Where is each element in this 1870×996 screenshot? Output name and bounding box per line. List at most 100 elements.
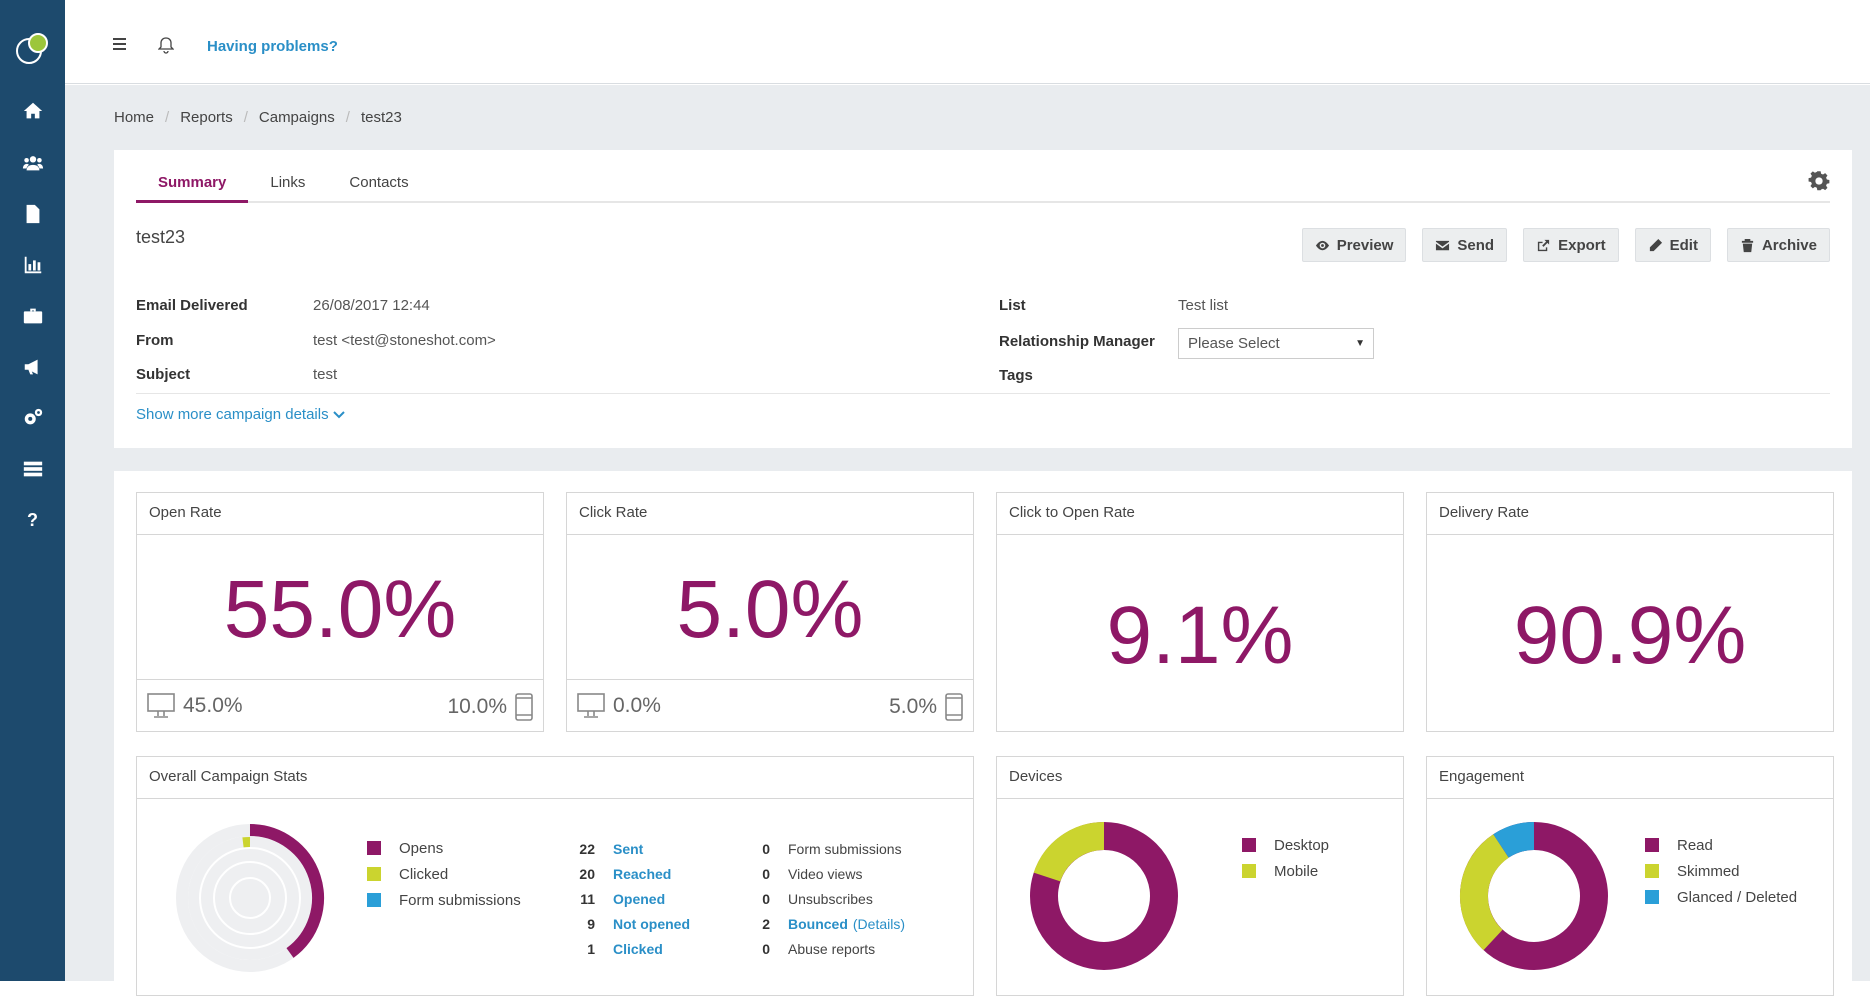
breadcrumb-campaigns[interactable]: Campaigns — [259, 109, 335, 126]
click-to-open-rate-value: 9.1% — [997, 589, 1403, 683]
legend-item: Desktop — [1242, 832, 1329, 858]
bar-chart-icon — [22, 254, 44, 276]
panel-title: Click to Open Rate — [997, 493, 1403, 535]
briefcase-icon — [22, 305, 44, 327]
engagement-legend: Read Skimmed Glanced / Deleted — [1645, 832, 1797, 910]
legend-item: Opens — [367, 835, 521, 861]
devices-donut-chart — [1029, 821, 1179, 971]
click-rate-panel: Click Rate 5.0% 0.0% 5.0% — [566, 492, 974, 732]
legend-item: Skimmed — [1645, 858, 1797, 884]
archive-button[interactable]: Archive — [1727, 228, 1830, 262]
document-icon — [22, 203, 44, 225]
from-label: From — [136, 332, 174, 349]
skimmed-slice — [1474, 846, 1501, 940]
nav-help[interactable]: ? — [0, 500, 65, 540]
tags-label: Tags — [999, 367, 1033, 384]
stats-card: Open Rate 55.0% 45.0% 10.0% Click Rate 5… — [114, 471, 1852, 991]
gear-icon[interactable] — [1808, 170, 1830, 192]
stat-link-reached[interactable]: Reached — [613, 866, 671, 882]
help-icon: ? — [27, 510, 38, 531]
preview-button[interactable]: Preview — [1302, 228, 1407, 262]
chevron-down-icon — [333, 410, 345, 420]
trash-icon — [1740, 238, 1755, 253]
panel-title: Engagement — [1427, 757, 1833, 799]
overall-stats-panel: Overall Campaign Stats Opens Clicked For… — [136, 756, 974, 996]
delivery-rate-panel: Delivery Rate 90.9% — [1426, 492, 1834, 732]
panel-title: Overall Campaign Stats — [137, 757, 973, 799]
action-buttons: Preview Send Export Edit Archive — [1302, 228, 1830, 262]
engagement-panel: Engagement Read Skimmed Glanced / Delete… — [1426, 756, 1834, 996]
envelope-icon — [1435, 238, 1450, 253]
stat-link-bounced[interactable]: Bounced — [788, 916, 848, 932]
cogs-icon — [22, 407, 44, 429]
edit-button[interactable]: Edit — [1635, 228, 1711, 262]
desktop-value: 45.0% — [183, 694, 243, 718]
pencil-icon — [1648, 238, 1663, 253]
show-more-details-link[interactable]: Show more campaign details — [136, 406, 345, 423]
stat-link-not-opened[interactable]: Not opened — [613, 916, 690, 932]
stat-link-clicked[interactable]: Clicked — [613, 941, 663, 957]
nav-documents[interactable] — [0, 194, 65, 234]
desktop-icon — [577, 693, 605, 719]
breadcrumb-reports[interactable]: Reports — [180, 109, 233, 126]
panel-title: Delivery Rate — [1427, 493, 1833, 535]
select-value: Please Select — [1188, 335, 1280, 352]
bounced-details-link[interactable]: (Details) — [853, 916, 905, 932]
having-problems-link[interactable]: Having problems? — [207, 38, 338, 55]
tab-links[interactable]: Links — [248, 165, 327, 203]
stat-link-sent[interactable]: Sent — [613, 841, 643, 857]
divider — [136, 393, 1830, 394]
tab-bar: Summary Links Contacts — [136, 165, 1830, 203]
mobile-value: 10.0% — [447, 695, 507, 719]
legend-item: Read — [1645, 832, 1797, 858]
export-button[interactable]: Export — [1523, 228, 1619, 262]
nav-data[interactable] — [0, 449, 65, 489]
send-button[interactable]: Send — [1422, 228, 1507, 262]
bell-icon[interactable] — [158, 36, 174, 54]
overall-legend: Opens Clicked Form submissions — [367, 835, 521, 913]
hamburger-menu-icon[interactable] — [113, 37, 129, 51]
app-logo[interactable] — [12, 28, 52, 68]
campaign-details-card: Summary Links Contacts test23 Preview Se… — [114, 150, 1852, 448]
glanced-slice — [1501, 836, 1534, 846]
nav-campaigns[interactable] — [0, 296, 65, 336]
mobile-value: 5.0% — [889, 695, 937, 719]
nav-contacts[interactable] — [0, 143, 65, 183]
server-icon — [22, 458, 44, 480]
subject-value: test — [313, 366, 337, 383]
devices-panel: Devices Desktop Mobile — [996, 756, 1404, 996]
eye-icon — [1315, 238, 1330, 253]
mobile-slice — [1047, 836, 1104, 877]
main-content: Home / Reports / Campaigns / test23 Summ… — [65, 85, 1870, 981]
nav-settings[interactable] — [0, 398, 65, 438]
overall-radial-chart — [175, 823, 325, 973]
tab-contacts[interactable]: Contacts — [327, 165, 430, 203]
nav-marketing[interactable] — [0, 347, 65, 387]
stat-link-opened[interactable]: Opened — [613, 891, 665, 907]
home-icon — [22, 100, 44, 122]
mobile-breakdown: 5.0% — [889, 693, 963, 721]
users-icon — [22, 152, 44, 174]
legend-item: Form submissions — [367, 887, 521, 913]
panel-title: Devices — [997, 757, 1403, 799]
breadcrumb-home[interactable]: Home — [114, 109, 154, 126]
relationship-manager-select[interactable]: Please Select ▼ — [1178, 328, 1374, 359]
tab-summary[interactable]: Summary — [136, 165, 248, 203]
breadcrumb-current: test23 — [361, 109, 402, 126]
topbar: Having problems? — [65, 0, 1870, 84]
nav-home[interactable] — [0, 91, 65, 131]
breadcrumb: Home / Reports / Campaigns / test23 — [114, 109, 402, 126]
relationship-manager-label: Relationship Manager — [999, 333, 1155, 350]
caret-down-icon: ▼ — [1355, 338, 1365, 349]
delivery-rate-value: 90.9% — [1427, 589, 1833, 683]
nav-reports[interactable] — [0, 245, 65, 285]
email-delivered-label: Email Delivered — [136, 297, 248, 314]
